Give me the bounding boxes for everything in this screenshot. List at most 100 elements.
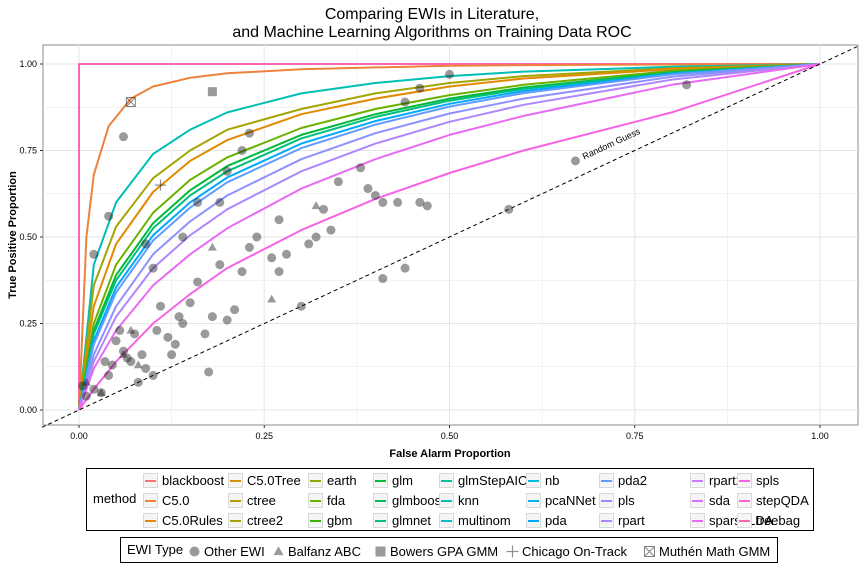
x-axis-label: False Alarm Proportion: [389, 448, 511, 460]
legend-key: [526, 492, 541, 508]
legend-key: [439, 492, 454, 508]
ewi-legend-label: Bowers GPA GMM: [390, 543, 499, 559]
ewi-legend-item-balfanz-abc: Balfanz ABC: [271, 541, 361, 561]
point-balfanz-abc: [207, 242, 217, 251]
roc-curve-ctree2: [78, 63, 821, 411]
roc-curve-multinom: [78, 63, 821, 411]
legend-item-c5-0: C5.0: [143, 490, 189, 510]
x-tick-label: 1.00: [811, 431, 829, 441]
legend-item-ctree2: ctree2: [228, 510, 283, 530]
legend-key: [690, 472, 705, 488]
legend-label: fda: [327, 492, 346, 508]
roc-curve-stepqda: [78, 63, 821, 411]
ewi-points: [78, 69, 692, 401]
legend-label: C5.0Rules: [162, 512, 223, 528]
legend-label: pcaNNet: [545, 492, 596, 508]
point-other-ewi: [185, 298, 195, 308]
legend-label: blackboost: [162, 472, 225, 488]
roc-curve-knn: [78, 63, 821, 411]
legend-key: [737, 512, 752, 528]
legend-item-c5-0tree: C5.0Tree: [228, 470, 301, 490]
method-legend-title: method: [93, 491, 137, 506]
legend-key: [143, 472, 158, 488]
legend-label: rpart2: [709, 472, 743, 488]
point-other-ewi: [415, 197, 425, 207]
point-other-ewi: [311, 232, 321, 242]
point-other-ewi: [133, 377, 143, 387]
point-other-ewi: [178, 319, 188, 328]
legend-item-treebag: treebag: [737, 510, 800, 530]
point-other-ewi: [204, 367, 214, 377]
legend-item-pda: pda: [526, 510, 567, 530]
point-balfanz-abc: [96, 388, 106, 396]
point-other-ewi: [378, 274, 388, 284]
legend-item-multinom: multinom: [439, 510, 511, 530]
legend-key: [373, 472, 388, 488]
point-other-ewi: [193, 277, 203, 287]
ewi-legend-item-other-ewi: Other EWI: [187, 541, 265, 561]
legend-label: ctree: [247, 492, 276, 508]
legend-label: sda: [709, 492, 730, 508]
ewi-legend-label: Chicago On-Track: [522, 543, 627, 559]
point-other-ewi: [363, 184, 373, 194]
point-other-ewi: [207, 312, 217, 322]
point-other-ewi: [215, 197, 225, 207]
method-legend: method blackboost C5.0 C5.0Rules C5.0Tree ct…: [86, 468, 814, 531]
legend-key: [737, 472, 752, 488]
point-other-ewi: [96, 388, 106, 398]
legend-item-rpart: rpart: [599, 510, 645, 530]
point-balfanz-abc: [118, 349, 128, 358]
point-other-ewi: [170, 339, 180, 349]
point-other-ewi: [244, 242, 254, 252]
roc-curve-sparselda: [78, 63, 821, 411]
point-other-ewi: [130, 329, 140, 339]
legend-item-glm: glm: [373, 470, 413, 490]
point-other-ewi: [319, 204, 329, 214]
point-other-ewi: [215, 260, 225, 270]
legend-item-glmnet: glmnet: [373, 510, 431, 530]
point-other-ewi: [504, 204, 514, 214]
point-other-ewi: [111, 336, 121, 346]
roc-curve-gbm: [78, 63, 821, 411]
ewi-type-legend-title: EWI Type: [127, 542, 184, 557]
point-other-ewi: [104, 211, 114, 221]
roc-curve-glmnet: [78, 63, 821, 411]
legend-item-rpart2: rpart2: [690, 470, 743, 490]
ewi-legend-item-muth-n-math-gmm: Muthén Math GMM: [642, 541, 770, 561]
legend-label: knn: [458, 492, 479, 508]
point-other-ewi: [252, 232, 262, 242]
point-other-ewi: [274, 267, 284, 277]
legend-label: glmStepAIC: [458, 472, 528, 488]
ewi-legend-shape: [189, 546, 200, 556]
x-tick-label: 0.75: [626, 431, 644, 441]
legend-item-blackboost: blackboost: [143, 470, 224, 490]
legend-label: earth: [327, 472, 357, 488]
chart-title: Comparing EWIs in Literature,: [324, 6, 540, 23]
point-other-ewi: [193, 197, 203, 207]
legend-label: nb: [545, 472, 560, 488]
point-balfanz-abc: [81, 377, 91, 386]
legend-label: gbm: [327, 512, 353, 528]
point-balfanz-abc: [133, 360, 143, 369]
ewi-legend-item-bowers-gpa-gmm: Bowers GPA GMM: [373, 541, 498, 561]
y-tick-label: 1.00: [19, 59, 37, 69]
legend-item-pcannet: pcaNNet: [526, 490, 596, 510]
point-other-ewi: [174, 312, 184, 322]
legend-item-spls: spls: [737, 470, 779, 490]
point-other-ewi: [137, 350, 147, 360]
point-other-ewi: [156, 301, 166, 311]
x-tick-label: 0.25: [255, 431, 273, 441]
y-axis-label: True Positive Proportion: [7, 171, 19, 299]
legend-item-earth: earth: [308, 470, 357, 490]
legend-key: [690, 512, 705, 528]
roc-curve-rpart: [78, 63, 821, 411]
legend-key: [308, 492, 323, 508]
ewi-type-legend: EWI Type Other EWI Balfanz ABC Bowers GPA …: [120, 537, 778, 563]
point-other-ewi: [445, 69, 454, 79]
point-other-ewi: [237, 146, 247, 155]
legend-item-pls: pls: [599, 490, 635, 510]
ewi-legend-shape: [506, 545, 519, 557]
plot-panel: [42, 44, 859, 426]
point-other-ewi: [126, 357, 136, 367]
